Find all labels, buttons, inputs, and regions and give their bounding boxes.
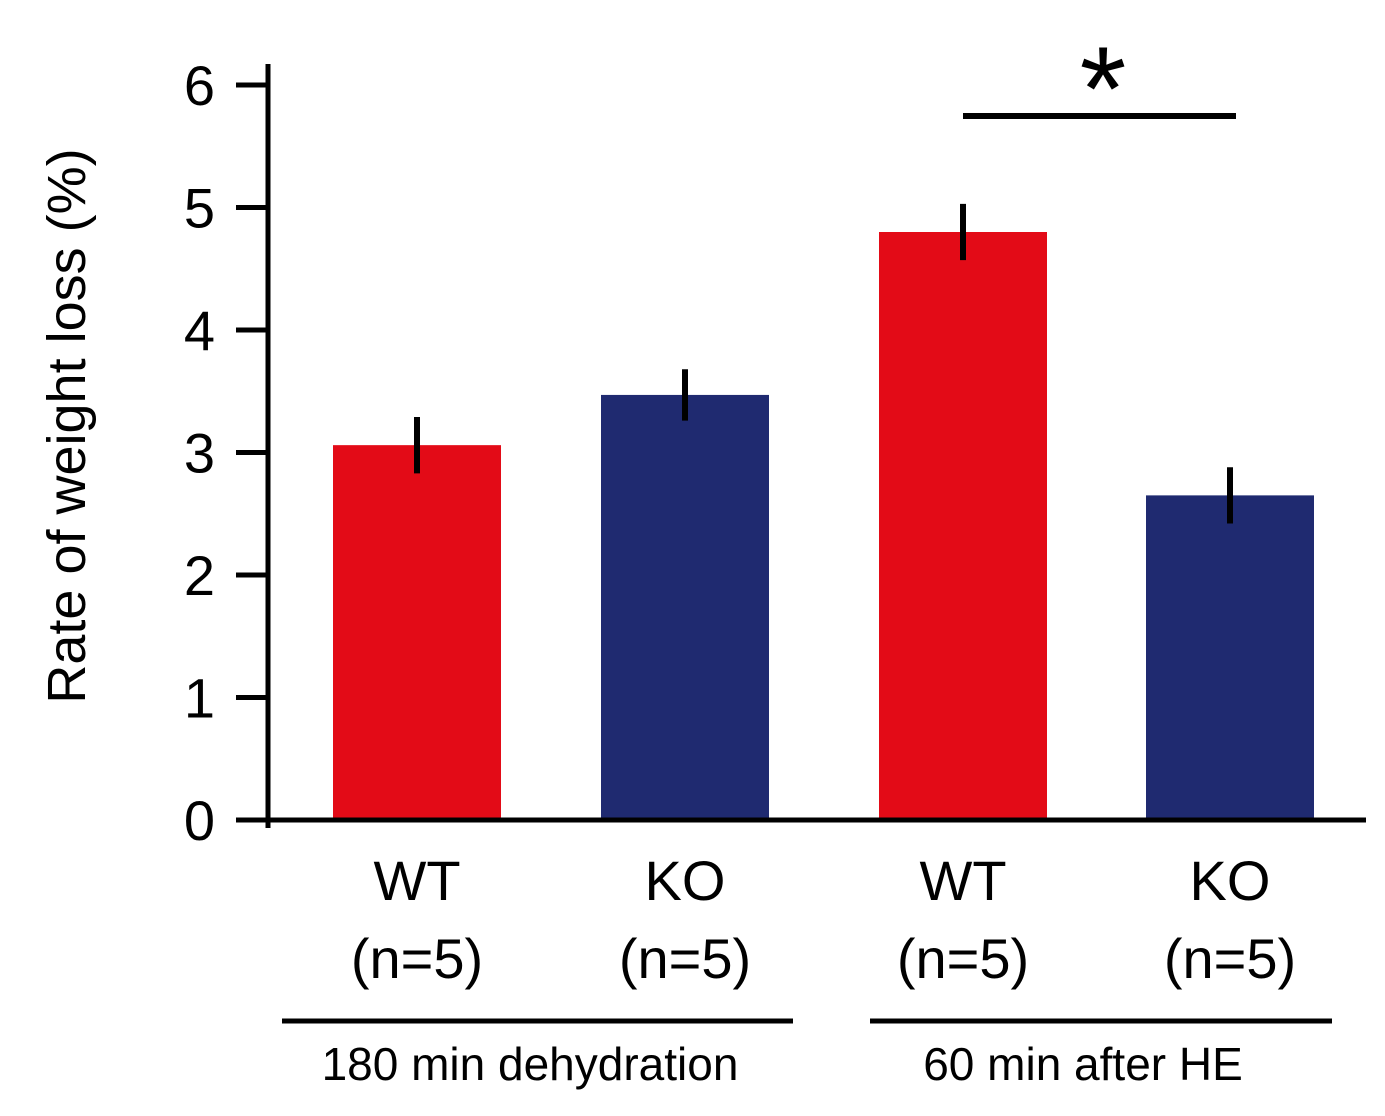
y-tick-label: 5	[184, 177, 215, 240]
y-tick-label: 2	[184, 544, 215, 607]
category-genotype-label: WT	[919, 849, 1006, 912]
bars-layer	[333, 232, 1314, 820]
y-axis-title: Rate of weight loss (%)	[37, 148, 97, 703]
y-tick-label: 1	[184, 667, 215, 730]
group-labels-layer: 180 min dehydration 60 min after HE	[282, 1018, 1332, 1090]
category-n-label: (n=5)	[619, 927, 751, 990]
category-n-label: (n=5)	[351, 927, 483, 990]
group-label: 60 min after HE	[923, 1038, 1243, 1090]
category-labels-layer: WT (n=5) KO (n=5) WT (n=5) KO (n=5)	[351, 849, 1296, 990]
bar	[1146, 495, 1314, 820]
y-tick-label: 3	[184, 422, 215, 485]
error-bars-layer	[414, 203, 1233, 524]
category-n-label: (n=5)	[1164, 927, 1296, 990]
bar	[333, 445, 501, 820]
y-tick-label: 6	[184, 54, 215, 117]
category-genotype-label: WT	[373, 849, 460, 912]
category-genotype-label: KO	[1190, 849, 1271, 912]
y-tick-label: 4	[184, 299, 215, 362]
significance-star: *	[1080, 22, 1127, 156]
group-label: 180 min dehydration	[322, 1038, 739, 1090]
bar	[601, 394, 769, 820]
bar	[879, 232, 1047, 820]
significance-layer: *	[963, 22, 1236, 156]
category-n-label: (n=5)	[897, 927, 1029, 990]
y-tick-label: 0	[184, 789, 215, 852]
category-genotype-label: KO	[645, 849, 726, 912]
y-ticks-layer: 0 1 2 3 4 5 6	[184, 54, 268, 852]
